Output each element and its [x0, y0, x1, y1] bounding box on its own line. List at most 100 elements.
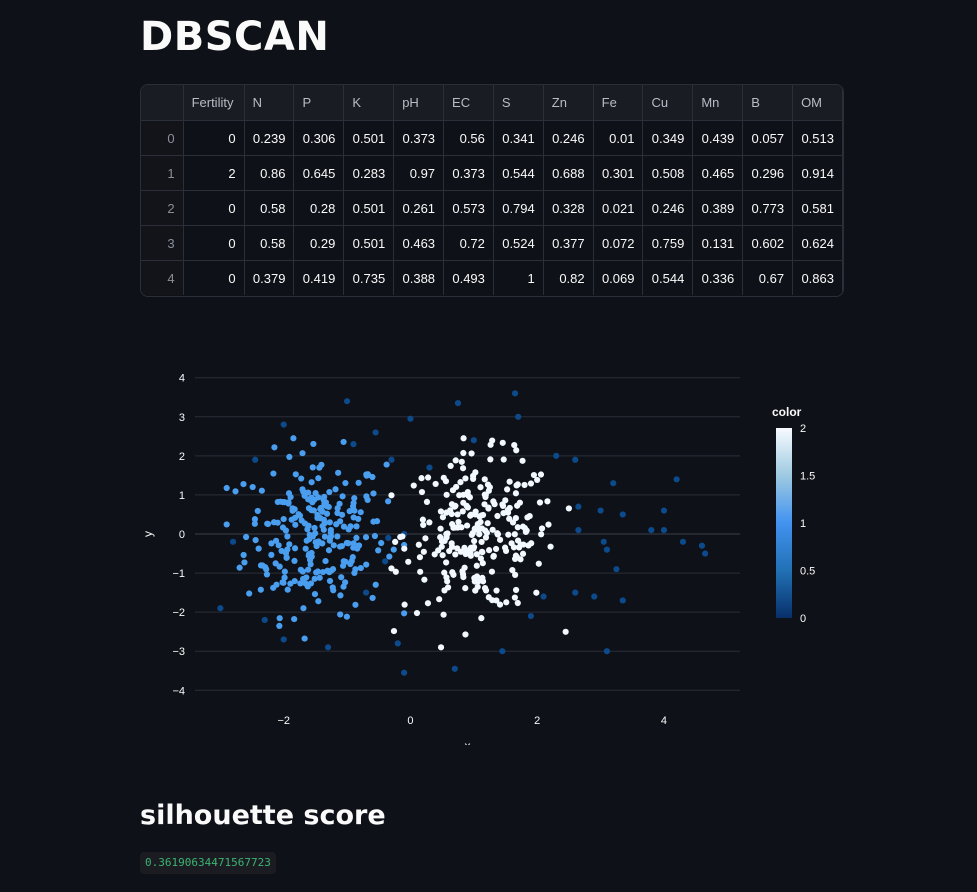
cluster-2-point[interactable]	[426, 519, 433, 526]
cluster-2-point[interactable]	[418, 488, 426, 496]
cluster-2-point[interactable]	[419, 516, 427, 523]
outlier-point[interactable]	[591, 593, 598, 600]
cluster-1-point[interactable]	[401, 610, 408, 617]
cluster-2-point[interactable]	[421, 576, 428, 583]
cluster-2-point[interactable]	[405, 558, 412, 565]
cluster-1-point[interactable]	[337, 592, 344, 599]
cluster-2-point[interactable]	[460, 449, 467, 457]
table-cell[interactable]: 0.246	[642, 190, 694, 226]
outlier-point[interactable]	[619, 597, 626, 604]
cluster-1-point[interactable]	[291, 615, 298, 623]
cluster-2-point[interactable]	[441, 537, 448, 545]
cluster-1-point[interactable]	[338, 574, 345, 581]
table-cell[interactable]: 0	[183, 260, 245, 295]
table-cell[interactable]: 0.306	[293, 120, 345, 156]
outlier-point[interactable]	[401, 669, 408, 676]
outlier-point[interactable]	[372, 429, 379, 436]
table-cell[interactable]: 0.021	[593, 190, 644, 226]
cluster-1-point[interactable]	[242, 533, 250, 541]
table-cell[interactable]: 0.239	[244, 120, 295, 156]
cluster-2-point[interactable]	[485, 505, 492, 512]
cluster-2-point[interactable]	[489, 526, 496, 533]
cluster-1-point[interactable]	[280, 579, 287, 586]
column-header[interactable]: B	[742, 85, 794, 121]
cluster-2-point[interactable]	[454, 511, 461, 518]
cluster-2-point[interactable]	[513, 447, 520, 454]
cluster-1-point[interactable]	[315, 598, 322, 605]
table-cell[interactable]: 0.501	[343, 225, 395, 261]
cluster-1-point[interactable]	[336, 543, 344, 550]
table-cell[interactable]: 0	[183, 225, 245, 261]
cluster-1-point[interactable]	[301, 635, 308, 642]
column-header[interactable]: Cu	[642, 85, 694, 121]
cluster-2-point[interactable]	[439, 514, 447, 521]
cluster-1-point[interactable]	[334, 533, 341, 540]
cluster-2-point[interactable]	[424, 474, 432, 481]
cluster-1-point[interactable]	[232, 488, 239, 495]
cluster-2-point[interactable]	[450, 571, 457, 578]
table-cell[interactable]: 0.463	[393, 225, 445, 261]
cluster-1-point[interactable]	[342, 479, 349, 487]
cluster-2-point[interactable]	[479, 574, 486, 582]
table-cell[interactable]: 0.645	[293, 155, 345, 191]
cluster-1-point[interactable]	[223, 484, 230, 492]
cluster-1-point[interactable]	[255, 545, 262, 552]
table-cell[interactable]: 0.58	[244, 225, 295, 261]
cluster-2-point[interactable]	[417, 568, 424, 575]
cluster-2-point[interactable]	[437, 508, 445, 515]
outlier-point[interactable]	[407, 415, 414, 422]
cluster-2-point[interactable]	[478, 548, 486, 555]
cluster-1-point[interactable]	[275, 542, 282, 549]
outlier-point[interactable]	[613, 566, 620, 573]
cluster-1-point[interactable]	[313, 569, 320, 576]
cluster-1-point[interactable]	[386, 553, 393, 560]
cluster-2-point[interactable]	[490, 553, 497, 560]
table-cell[interactable]: 0.581	[792, 190, 843, 226]
cluster-2-point[interactable]	[514, 599, 521, 607]
cluster-2-point[interactable]	[494, 512, 501, 520]
table-cell[interactable]: 0.29	[293, 225, 345, 261]
cluster-2-point[interactable]	[415, 541, 422, 548]
cluster-2-point[interactable]	[477, 484, 484, 491]
cluster-2-point[interactable]	[460, 574, 467, 581]
cluster-2-point[interactable]	[462, 585, 469, 592]
cluster-1-point[interactable]	[369, 594, 376, 602]
cluster-1-point[interactable]	[262, 564, 269, 571]
cluster-2-point[interactable]	[457, 479, 464, 486]
outlier-point[interactable]	[679, 538, 687, 545]
table-cell[interactable]: 0.863	[792, 260, 843, 295]
cluster-2-point[interactable]	[462, 631, 469, 638]
cluster-2-point[interactable]	[388, 565, 395, 572]
row-index[interactable]: 3	[141, 225, 184, 261]
cluster-2-point[interactable]	[420, 548, 427, 555]
cluster-1-point[interactable]	[351, 495, 358, 502]
cluster-1-point[interactable]	[304, 583, 311, 590]
cluster-1-point[interactable]	[378, 539, 385, 547]
cluster-1-point[interactable]	[326, 519, 333, 526]
cluster-1-point[interactable]	[355, 479, 362, 486]
cluster-2-point[interactable]	[443, 509, 450, 516]
cluster-2-point[interactable]	[544, 498, 551, 505]
table-cell[interactable]: 0.261	[393, 190, 445, 226]
table-cell[interactable]: 0.67	[742, 260, 794, 295]
cluster-2-point[interactable]	[397, 533, 404, 541]
cluster-2-point[interactable]	[513, 482, 520, 489]
cluster-1-point[interactable]	[347, 560, 354, 568]
outlier-point[interactable]	[511, 390, 519, 397]
table-cell[interactable]: 0.794	[493, 190, 544, 226]
cluster-1-point[interactable]	[337, 611, 344, 618]
cluster-1-point[interactable]	[343, 613, 350, 620]
cluster-2-point[interactable]	[519, 550, 527, 557]
table-row[interactable]: 3 0 0.58 0.29 0.501 0.463 0.72 0.524 0.377 0.072 0…	[141, 225, 843, 261]
cluster-2-point[interactable]	[519, 457, 526, 464]
outlier-point[interactable]	[597, 507, 604, 514]
cluster-2-point[interactable]	[504, 506, 511, 514]
column-header[interactable]: K	[343, 85, 395, 121]
cluster-2-point[interactable]	[506, 515, 513, 522]
table-cell[interactable]: 0.688	[543, 155, 594, 191]
table-cell[interactable]: 0.341	[493, 120, 544, 156]
cluster-2-point[interactable]	[458, 458, 465, 465]
cluster-1-point[interactable]	[355, 542, 363, 549]
cluster-2-point[interactable]	[443, 530, 450, 538]
cluster-2-point[interactable]	[440, 474, 447, 481]
